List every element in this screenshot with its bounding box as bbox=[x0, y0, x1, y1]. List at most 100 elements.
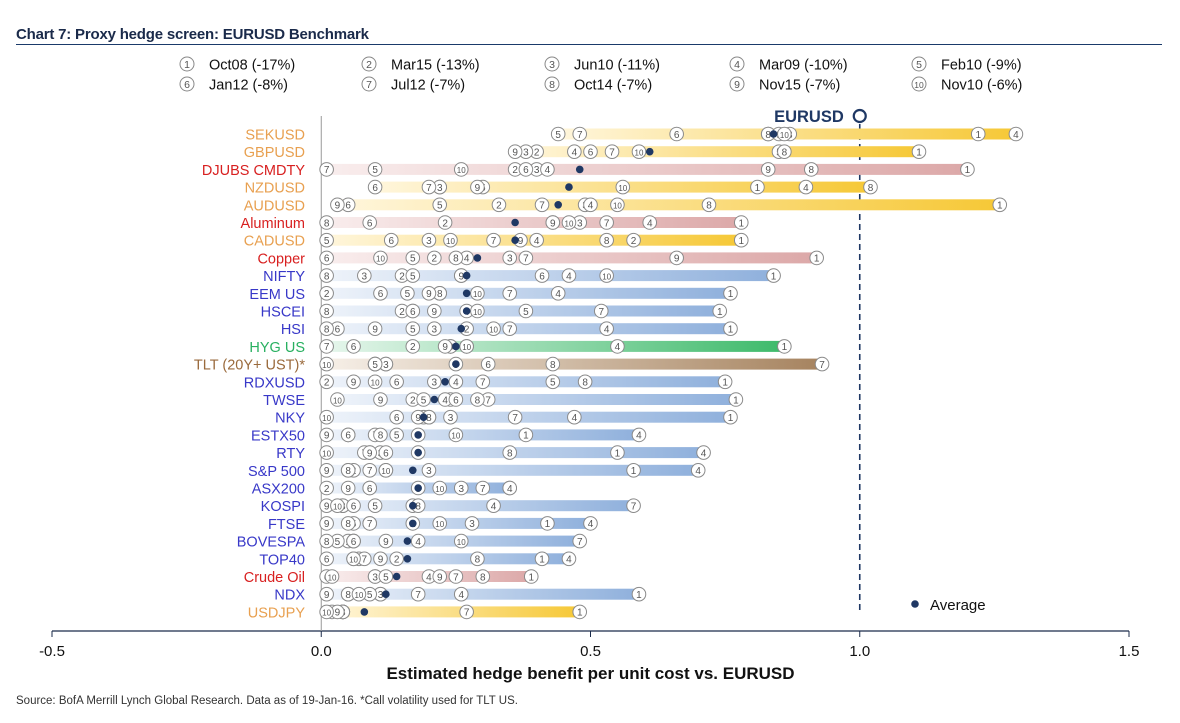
scenario-marker bbox=[319, 215, 334, 230]
scenario-legend: 1 Oct08 (-17%) 2 Mar15 (-13%) 3 Jun10 (-11%) 4… bbox=[179, 56, 1022, 94]
asset-row: USDJPY12345678910 bbox=[248, 604, 588, 621]
scenario-marker-number: 1 bbox=[631, 466, 637, 477]
asset-row: DJUBS CMDTY 1 2 3 4 5 6 7 8 9 10 bbox=[202, 162, 975, 179]
legend-marker-number: 9 bbox=[734, 79, 740, 91]
asset-row: TWSE12345678910 bbox=[263, 392, 744, 409]
asset-row: HSCEI12345678910 bbox=[261, 303, 728, 321]
asset-label: DJUBS CMDTY bbox=[202, 163, 305, 179]
scenario-marker-number: 3 bbox=[577, 218, 583, 229]
scenario-marker bbox=[814, 356, 830, 372]
scenario-marker-number: 1 bbox=[782, 342, 788, 353]
scenario-marker bbox=[561, 268, 577, 283]
scenario-marker-number: 1 bbox=[733, 395, 739, 406]
scenario-marker-number: 7 bbox=[577, 130, 583, 141]
scenario-marker-number: 1 bbox=[539, 555, 545, 566]
scenario-marker bbox=[319, 445, 334, 460]
asset-label: NIFTY bbox=[263, 269, 305, 285]
scenario-marker-number: 10 bbox=[473, 290, 482, 299]
scenario-marker-number: 6 bbox=[324, 254, 330, 265]
range-bar bbox=[326, 323, 731, 335]
scenario-marker-number: 10 bbox=[322, 609, 331, 618]
scenario-marker-number: 2 bbox=[410, 342, 416, 353]
scenario-marker-number: 7 bbox=[453, 572, 459, 583]
scenario-marker bbox=[723, 409, 738, 425]
range-bar bbox=[326, 588, 639, 600]
scenario-marker-number: 5 bbox=[372, 165, 378, 176]
scenario-marker bbox=[723, 321, 738, 337]
scenario-marker-number: 4 bbox=[566, 271, 572, 282]
asset-row: ASX20012345678910 bbox=[252, 480, 518, 498]
scenario-marker-number: 9 bbox=[324, 502, 330, 513]
scenario-marker bbox=[572, 533, 588, 549]
scenario-marker bbox=[717, 374, 733, 390]
range-bar bbox=[326, 163, 968, 175]
scenario-marker bbox=[777, 144, 792, 159]
scenario-marker bbox=[733, 232, 749, 248]
scenario-marker-number: 6 bbox=[345, 201, 351, 212]
scenario-marker-number: 4 bbox=[572, 148, 578, 159]
legend-marker bbox=[729, 56, 745, 72]
scenario-marker bbox=[777, 126, 792, 142]
scenario-marker bbox=[405, 321, 421, 337]
scenario-marker-number: 6 bbox=[410, 307, 416, 318]
scenario-marker bbox=[405, 303, 421, 319]
scenario-marker bbox=[319, 232, 334, 248]
scenario-marker bbox=[507, 144, 523, 159]
scenario-marker bbox=[863, 179, 878, 195]
scenario-marker-number: 3 bbox=[426, 466, 432, 477]
scenario-marker-number: 6 bbox=[485, 360, 491, 371]
scenario-marker bbox=[324, 569, 340, 584]
scenario-marker bbox=[340, 516, 356, 531]
scenario-marker-number: 8 bbox=[345, 466, 351, 477]
scenario-marker bbox=[453, 586, 469, 602]
average-dot bbox=[511, 236, 519, 244]
scenario-marker-number: 1 bbox=[717, 307, 723, 318]
scenario-marker bbox=[502, 250, 518, 266]
scenario-marker-number: 9 bbox=[426, 289, 432, 300]
asset-label: Copper bbox=[257, 251, 305, 267]
range-bar bbox=[326, 358, 823, 370]
scenario-marker-number: 9 bbox=[458, 271, 464, 282]
asset-label: CADUSD bbox=[244, 234, 305, 250]
x-axis-title: Estimated hedge benefit per unit cost vs… bbox=[386, 664, 794, 683]
scenario-marker-number: 7 bbox=[631, 502, 637, 513]
scenario-marker-number: 7 bbox=[577, 537, 583, 548]
scenario-marker-number: 3 bbox=[469, 519, 475, 530]
average-dot bbox=[403, 537, 412, 545]
scenario-marker-number: 2 bbox=[399, 307, 405, 318]
scenario-marker bbox=[357, 268, 372, 283]
scenario-marker-number: 8 bbox=[480, 572, 486, 583]
average-dot bbox=[462, 307, 471, 315]
scenario-marker-number: 7 bbox=[507, 289, 513, 300]
scenario-marker bbox=[631, 427, 647, 443]
scenario-marker bbox=[626, 232, 641, 248]
asset-row: ESTX5012345678910 bbox=[251, 427, 647, 444]
scenario-marker-number: 9 bbox=[345, 484, 351, 495]
scenario-marker bbox=[540, 162, 555, 177]
average-dot bbox=[511, 218, 519, 227]
scenario-marker-number: 9 bbox=[335, 201, 341, 212]
legend-label: Nov15 (-7%) bbox=[759, 78, 840, 94]
legend-label: Mar09 (-10%) bbox=[759, 58, 848, 74]
scenario-marker-number: 1 bbox=[771, 271, 777, 282]
scenario-marker bbox=[712, 303, 728, 319]
average-dot bbox=[441, 378, 449, 386]
legend-label: Oct08 (-17%) bbox=[209, 58, 295, 74]
scenario-marker bbox=[475, 374, 491, 390]
scenario-marker-number: 1 bbox=[965, 165, 971, 176]
legend-item: 6 Jan12 (-8%) bbox=[179, 76, 288, 94]
scenario-marker bbox=[319, 303, 334, 319]
scenario-marker-number: 6 bbox=[378, 289, 384, 300]
legend-label: Mar15 (-13%) bbox=[391, 58, 480, 74]
scenario-marker-number: 3 bbox=[432, 378, 438, 389]
scenario-marker bbox=[319, 586, 334, 602]
scenario-marker bbox=[389, 551, 404, 567]
scenario-marker bbox=[340, 480, 356, 496]
scenario-marker bbox=[610, 445, 625, 460]
scenario-marker-number: 9 bbox=[378, 555, 384, 566]
scenario-marker bbox=[432, 197, 448, 213]
scenario-marker-number: 10 bbox=[462, 343, 471, 352]
scenario-marker bbox=[319, 286, 334, 301]
scenario-marker bbox=[443, 409, 458, 425]
